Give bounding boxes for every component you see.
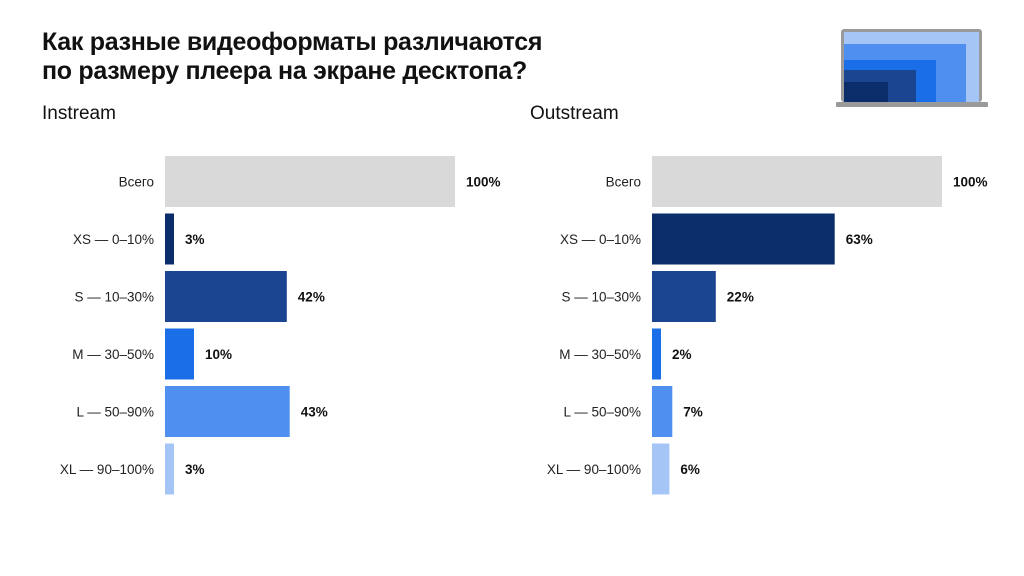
value-label: 3% bbox=[185, 462, 205, 477]
value-label: 100% bbox=[466, 175, 501, 190]
category-label: Всего bbox=[119, 175, 154, 190]
value-label: 6% bbox=[680, 462, 700, 477]
bar-l bbox=[165, 386, 290, 437]
value-label: 10% bbox=[205, 347, 232, 362]
category-label: XS — 0–10% bbox=[560, 232, 641, 247]
value-label: 7% bbox=[683, 405, 703, 420]
bar-xl bbox=[652, 443, 670, 495]
category-label: XL — 90–100% bbox=[60, 462, 154, 477]
outstream-title: Outstream bbox=[530, 103, 619, 124]
instream-chart: Всего 100% XS — 0–10% 3% S — 10–30% 42% M — 30… bbox=[60, 156, 501, 495]
value-label: 63% bbox=[846, 232, 873, 247]
bar-xs bbox=[165, 213, 174, 265]
bar-l bbox=[652, 386, 673, 437]
bar-m bbox=[165, 328, 194, 380]
value-label: 3% bbox=[185, 232, 205, 247]
category-label: Всего bbox=[606, 175, 641, 190]
category-label: S — 10–30% bbox=[74, 290, 154, 305]
laptop-screen-sizes-icon bbox=[836, 29, 988, 107]
value-label: 43% bbox=[301, 405, 328, 420]
bar-s bbox=[652, 271, 716, 322]
bar-total bbox=[652, 156, 942, 207]
bar-xl bbox=[165, 443, 174, 495]
value-label: 42% bbox=[298, 290, 325, 305]
value-label: 100% bbox=[953, 175, 988, 190]
category-label: S — 10–30% bbox=[561, 290, 641, 305]
category-label: XS — 0–10% bbox=[73, 232, 154, 247]
outstream-chart: Всего 100% XS — 0–10% 63% S — 10–30% 22% M — 3… bbox=[547, 156, 988, 495]
category-label: M — 30–50% bbox=[559, 347, 641, 362]
page-title: Как разные видеоформаты различаются по р… bbox=[42, 28, 542, 86]
category-label: L — 50–90% bbox=[76, 405, 154, 420]
bar-s bbox=[165, 271, 287, 322]
value-label: 2% bbox=[672, 347, 692, 362]
title-line-2: по размеру плеера на экране десктопа? bbox=[42, 57, 527, 85]
bar-total bbox=[165, 156, 455, 207]
category-label: XL — 90–100% bbox=[547, 462, 641, 477]
instream-title: Instream bbox=[42, 103, 116, 124]
value-label: 22% bbox=[727, 290, 754, 305]
category-label: L — 50–90% bbox=[563, 405, 641, 420]
title-line-1: Как разные видеоформаты различаются bbox=[42, 28, 543, 56]
bar-m bbox=[652, 328, 661, 380]
bar-xs bbox=[652, 213, 835, 265]
category-label: M — 30–50% bbox=[72, 347, 154, 362]
